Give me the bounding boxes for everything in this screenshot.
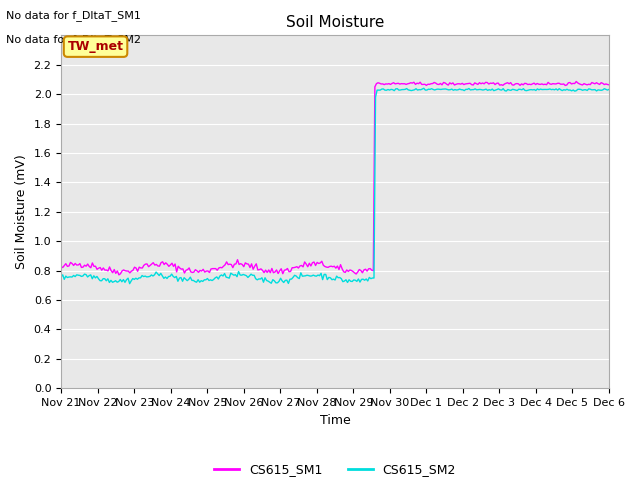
CS615_SM2 — [605, 86, 613, 92]
CS615_SM1 — [115, 272, 123, 278]
Title: Soil Moisture: Soil Moisture — [286, 15, 384, 30]
Line: CS615_SM1: CS615_SM1 — [61, 82, 609, 275]
CS615_SM1 — [174, 264, 182, 269]
Y-axis label: Soil Moisture (mV): Soil Moisture (mV) — [15, 155, 28, 269]
CS615_SM2 — [535, 87, 543, 93]
Line: CS615_SM2: CS615_SM2 — [61, 88, 609, 284]
X-axis label: Time: Time — [320, 414, 351, 427]
CS615_SM1 — [109, 270, 116, 276]
CS615_SM1 — [58, 264, 65, 270]
CS615_SM1 — [276, 268, 284, 274]
CS615_SM2 — [420, 85, 428, 91]
CS615_SM1 — [572, 79, 580, 84]
CS615_SM2 — [137, 275, 145, 281]
CS615_SM2 — [131, 276, 138, 282]
CS615_SM2 — [381, 87, 388, 93]
CS615_SM2 — [126, 281, 134, 287]
Legend: CS615_SM1, CS615_SM2: CS615_SM1, CS615_SM2 — [209, 458, 461, 480]
CS615_SM1 — [172, 261, 179, 267]
Text: No data for f_DltaT_SM2: No data for f_DltaT_SM2 — [6, 34, 141, 45]
Text: TW_met: TW_met — [68, 40, 124, 53]
CS615_SM2 — [361, 277, 369, 283]
CS615_SM1 — [287, 268, 294, 274]
Text: No data for f_DltaT_SM1: No data for f_DltaT_SM1 — [6, 10, 141, 21]
CS615_SM1 — [605, 82, 613, 88]
CS615_SM1 — [591, 81, 599, 87]
CS615_SM2 — [458, 87, 465, 93]
CS615_SM2 — [58, 274, 65, 279]
